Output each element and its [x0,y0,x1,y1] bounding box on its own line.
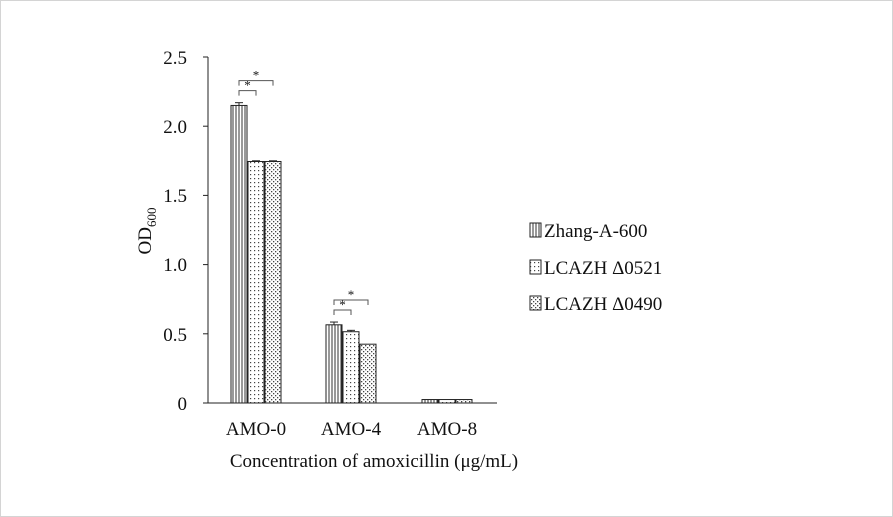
y-tick-marks [203,56,208,404]
y-tick-label: 1.0 [163,255,187,276]
bar [455,399,473,404]
category-label: AMO-8 [417,419,477,440]
legend-swatch-zhang-a-600 [529,222,542,238]
significance-group: **** [238,68,369,316]
significance-bracket [333,309,352,316]
bar [264,160,282,404]
significance-marker: * [339,297,346,312]
legend-label: Zhang-A-600 [544,221,647,242]
bar [342,331,360,404]
y-tick-label: 2.0 [163,117,187,138]
y-axis-title-main: OD [135,227,156,254]
bar-group [230,104,473,404]
significance-marker: * [253,68,260,83]
bar [325,324,343,404]
category-label: AMO-0 [226,419,286,440]
significance-marker: * [348,287,355,302]
x-axis-title: Concentration of amoxicillin (μg/mL) [230,451,518,472]
y-tick-label: 0 [178,394,188,415]
y-axis-title: OD600 [135,208,159,255]
y-tick-label: 2.5 [163,48,187,69]
y-tick-labels: 0 0.5 1.0 1.5 2.0 2.5 [163,48,187,415]
legend: Zhang-A-600 LCAZH Δ0521 LCAZH Δ0490 [529,221,662,315]
significance-bracket [333,299,369,306]
bar [359,343,377,404]
category-label: AMO-4 [321,419,382,440]
legend-label: LCAZH Δ0521 [544,258,662,279]
legend-swatch-lcazh-0521 [529,259,542,275]
significance-marker: * [244,78,251,93]
y-tick-label: 1.5 [163,186,187,207]
significance-bracket [238,80,274,86]
y-axis-title-subscript: 600 [144,208,159,228]
legend-label: LCAZH Δ0490 [544,294,662,315]
bar [421,399,439,404]
legend-swatch-lcazh-0490 [529,295,542,311]
bar [438,399,456,404]
significance-bracket [238,90,257,96]
bar [247,160,265,404]
bar [230,104,248,404]
y-tick-label: 0.5 [163,325,187,346]
error-bar-group [235,102,355,332]
